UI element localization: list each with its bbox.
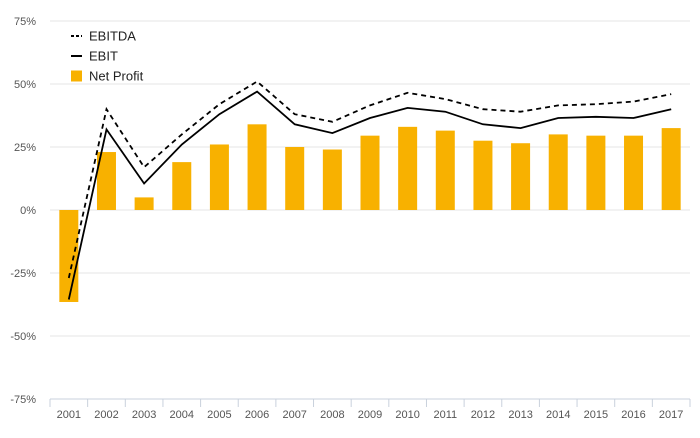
net-profit-bar bbox=[322, 149, 342, 210]
net-profit-bar bbox=[435, 130, 455, 210]
x-tick-label: 2005 bbox=[207, 409, 231, 421]
y-tick-label: -50% bbox=[10, 331, 36, 343]
line-series bbox=[67, 80, 672, 300]
net-profit-bar bbox=[96, 152, 116, 210]
net-profit-bar bbox=[661, 128, 681, 210]
axes: 75% 50% 25% 0% -25% -50% -75% 2001 2002 2003 2004 2… bbox=[10, 16, 691, 421]
x-tick-label: 2009 bbox=[358, 409, 382, 421]
x-tick-label: 2004 bbox=[170, 409, 194, 421]
net-profit-bar bbox=[247, 124, 267, 210]
x-tick-label: 2016 bbox=[621, 409, 645, 421]
net-profit-bar bbox=[473, 140, 493, 210]
ebitda-line bbox=[67, 80, 672, 279]
legend: EBITDA EBIT Net Profit bbox=[71, 29, 144, 84]
legend-label-ebitda: EBITDA bbox=[89, 29, 136, 44]
net-profit-bar bbox=[511, 143, 531, 210]
x-tick-label: 2006 bbox=[245, 409, 269, 421]
legend-swatch-net-profit bbox=[71, 70, 82, 82]
net-profit-bar bbox=[59, 210, 79, 302]
bar-series bbox=[59, 124, 681, 302]
net-profit-bar bbox=[285, 147, 305, 210]
net-profit-bar bbox=[398, 126, 418, 210]
legend-label-ebit: EBIT bbox=[89, 49, 118, 64]
net-profit-bar bbox=[360, 135, 380, 210]
net-profit-bar bbox=[548, 134, 568, 210]
x-tick-label: 2003 bbox=[132, 409, 156, 421]
x-tick-label: 2013 bbox=[508, 409, 532, 421]
x-tick-label: 2001 bbox=[57, 409, 81, 421]
y-tick-label: 75% bbox=[14, 16, 36, 28]
x-tick-label: 2014 bbox=[546, 409, 570, 421]
net-profit-bar bbox=[134, 197, 154, 210]
legend-label-net-profit: Net Profit bbox=[89, 69, 144, 84]
y-tick-label: 25% bbox=[14, 142, 36, 154]
x-tick-label: 2012 bbox=[471, 409, 495, 421]
x-tick-label: 2007 bbox=[282, 409, 306, 421]
net-profit-bar bbox=[172, 162, 192, 210]
net-profit-bar bbox=[624, 135, 644, 210]
x-tick-label: 2008 bbox=[320, 409, 344, 421]
x-tick-label: 2010 bbox=[395, 409, 419, 421]
ebit-line bbox=[67, 90, 672, 300]
y-tick-label: 0% bbox=[20, 205, 36, 217]
x-tick-label: 2002 bbox=[94, 409, 118, 421]
x-tick-label: 2011 bbox=[433, 409, 457, 421]
x-tick-label: 2015 bbox=[584, 409, 608, 421]
net-profit-bar bbox=[586, 135, 606, 210]
y-tick-label: -75% bbox=[10, 394, 36, 406]
x-tick-label: 2017 bbox=[659, 409, 683, 421]
y-tick-label: -25% bbox=[10, 268, 36, 280]
y-tick-label: 50% bbox=[14, 79, 36, 91]
net-profit-bar bbox=[209, 144, 229, 210]
